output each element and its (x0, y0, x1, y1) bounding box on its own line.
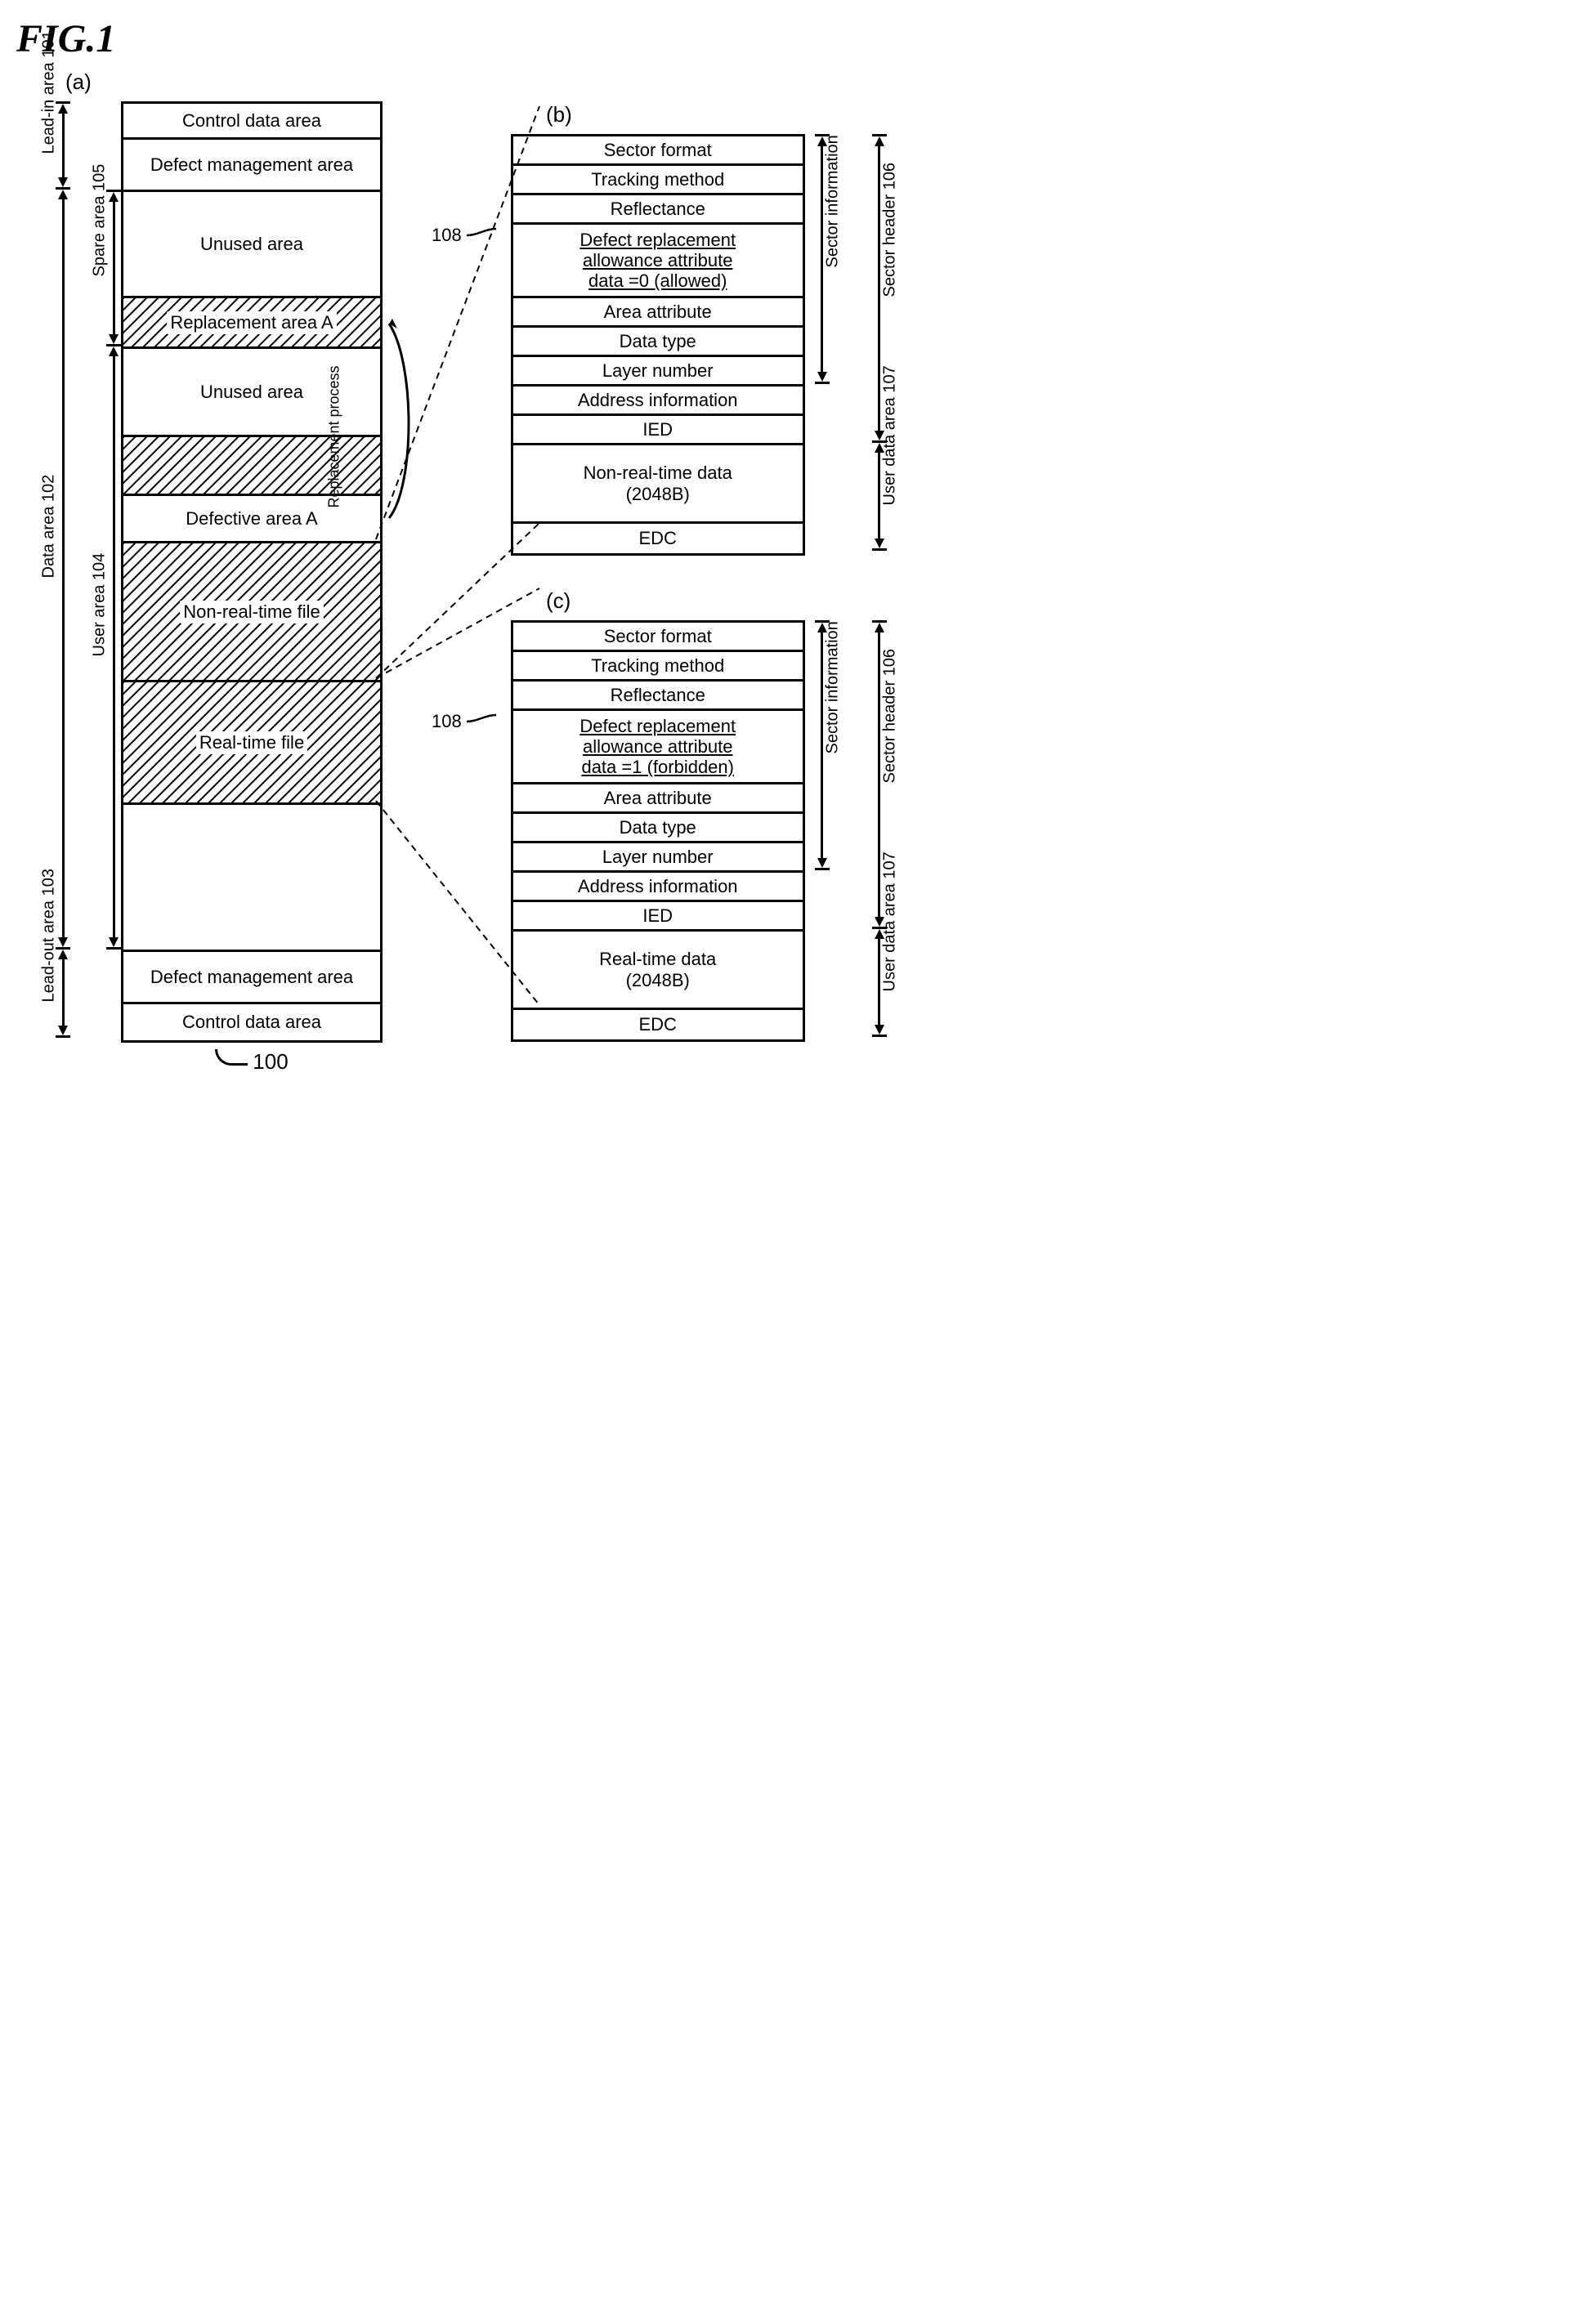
right-column: (b) 108 Sector format Tracking method Re… (432, 102, 920, 1042)
row-sector-format: Sector format (513, 136, 803, 166)
row-tracking-c: Tracking method (513, 652, 803, 682)
sub-label-c: (c) (546, 588, 920, 614)
bracket-sector-header-b: Sector header 106 (880, 280, 899, 297)
row-layer: Layer number (513, 357, 803, 387)
cell-control-bottom: Control data area (123, 1004, 380, 1040)
detail-c-wrap: (c) 108 Sector format Tracking method Re… (432, 588, 920, 1042)
row-ied: IED (513, 416, 803, 445)
ref-108-c: 108 (432, 708, 498, 735)
ref-108-b: 108 (432, 222, 498, 248)
cell-defect-mgmt-top: Defect management area (123, 140, 380, 192)
replacement-arrow (383, 314, 432, 543)
row-address: Address information (513, 387, 803, 416)
cell-control-top: Control data area (123, 104, 380, 140)
bracket-user-area: User area 104 (91, 640, 110, 656)
sub-label-b: (b) (546, 102, 920, 127)
sub-label-a: (a) (65, 69, 383, 95)
bracket-data-area: Data area 102 (40, 561, 59, 578)
bracket-sector-info-b: Sector information (823, 251, 842, 267)
right-brackets-c-outer: Sector header 106 User data area 107 (874, 620, 920, 1037)
detail-b-wrap: (b) 108 Sector format Tracking method Re… (432, 102, 920, 556)
row-layer-c: Layer number (513, 843, 803, 873)
row-reflectance-c: Reflectance (513, 682, 803, 711)
row-address-c: Address information (513, 873, 803, 902)
left-outer-brackets: Lead-in area 101 Data area 102 (16, 101, 65, 1038)
column-a: (a) Lead-in area 101 Data area 102 (16, 69, 383, 1075)
bracket-sector-info-c: Sector information (823, 737, 842, 753)
bracket-lead-out: Lead-out area 103 (40, 985, 59, 1002)
row-tracking: Tracking method (513, 166, 803, 195)
detail-table-c: Sector format Tracking method Reflectanc… (511, 620, 805, 1042)
bracket-user-data-c: User data area 107 (880, 975, 899, 991)
row-data-type-c: Data type (513, 814, 803, 843)
row-reflectance: Reflectance (513, 195, 803, 225)
diagram-container: (a) Lead-in area 101 Data area 102 (16, 69, 1577, 1075)
right-brackets-c: Sector information (817, 620, 862, 1037)
ref-100: 100 (121, 1049, 383, 1075)
cell-unused-1: Unused area (123, 192, 380, 298)
cell-nonreal-file: Non-real-time file (123, 543, 380, 682)
layout-stack-a: Control data area Defect management area… (121, 101, 383, 1043)
row-edc-c: EDC (513, 1010, 803, 1039)
replacement-process-label: Replacement process (325, 365, 342, 507)
row-ied-c: IED (513, 902, 803, 932)
row-defect-repl-c: Defect replacement allowance attribute d… (513, 711, 803, 784)
figure-title: FIG.1 (16, 16, 1577, 61)
left-inner-brackets: Spare area 105 User area 104 (70, 101, 116, 1038)
row-real-data: Real-time data (2048B) (513, 932, 803, 1010)
right-brackets-b-outer: Sector header 106 User data area 107 (874, 134, 920, 551)
detail-table-b: Sector format Tracking method Reflectanc… (511, 134, 805, 556)
row-defect-repl-b: Defect replacement allowance attribute d… (513, 225, 803, 298)
row-edc-b: EDC (513, 524, 803, 553)
row-area-attr-c: Area attribute (513, 784, 803, 814)
row-data-type: Data type (513, 328, 803, 357)
row-area-attr: Area attribute (513, 298, 803, 328)
right-brackets-b: Sector information (817, 134, 862, 551)
cell-replacement-a: Replacement area A (123, 298, 380, 349)
cell-blank-bottom (123, 805, 380, 952)
row-sector-format-c: Sector format (513, 623, 803, 652)
cell-real-file: Real-time file (123, 682, 380, 805)
bracket-sector-header-c: Sector header 106 (880, 766, 899, 783)
bracket-user-data-b: User data area 107 (880, 489, 899, 505)
bracket-lead-in: Lead-in area 101 (40, 137, 59, 154)
cell-defect-mgmt-bottom: Defect management area (123, 952, 380, 1004)
bracket-spare-area: Spare area 105 (91, 260, 110, 276)
row-nonreal-data: Non-real-time data (2048B) (513, 445, 803, 524)
